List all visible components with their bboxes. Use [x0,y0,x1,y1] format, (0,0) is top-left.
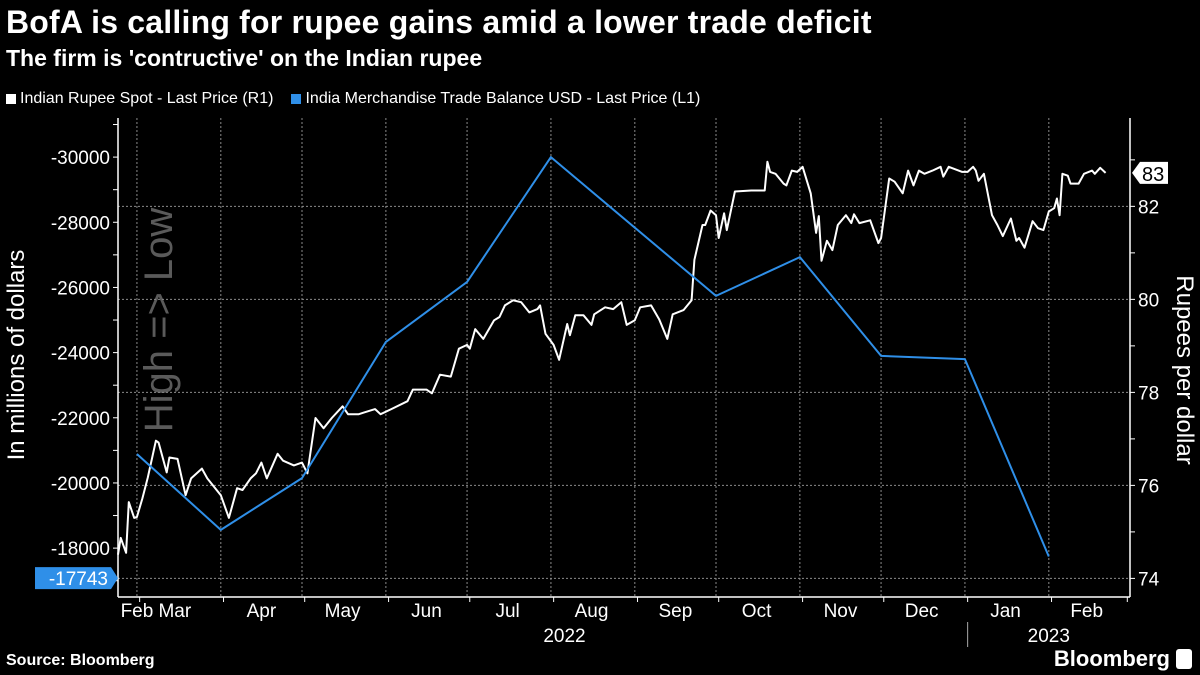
x-month-label: Mar [158,601,191,622]
right-tick-label: 80 [1138,290,1159,311]
x-year-label: 2022 [543,626,585,647]
x-month-label: Feb [1070,601,1103,622]
legend-swatch-rupee [6,94,16,104]
right-tick-label: 78 [1138,383,1159,404]
bloomberg-logo: Bloomberg [1054,646,1192,672]
left-tick-label: -30000 [51,148,110,169]
legend-label-trade: India Merchandise Trade Balance USD - La… [305,90,701,107]
x-month-label: Nov [824,601,858,622]
x-year-label: 2023 [1028,626,1070,647]
legend-item-rupee: Indian Rupee Spot - Last Price (R1) [6,90,273,108]
source-note: Source: Bloomberg [6,652,155,669]
chart-title: BofA is calling for rupee gains amid a l… [6,4,872,40]
x-month-label: Jan [990,601,1021,622]
x-month-label: May [325,601,361,622]
left-tick-label: -24000 [51,344,110,365]
rupee-last-value: 83 [1142,164,1164,186]
right-tick-label: 74 [1138,569,1160,590]
x-month-label: Aug [575,601,609,622]
left-tick-label: -28000 [51,213,110,234]
left-tick-label: -18000 [51,539,110,560]
right-tick-label: 76 [1138,476,1159,497]
trade-balance-line [136,156,1050,557]
x-month-label: Jul [495,601,519,622]
x-month-label: Sep [659,601,693,622]
legend-swatch-trade [291,94,302,104]
left-tick-label: -22000 [51,409,110,430]
left-tick-label: -20000 [51,474,110,495]
legend-item-trade: India Merchandise Trade Balance USD - La… [291,90,700,108]
rupee-last-value-flag [1132,161,1168,184]
x-month-label: Feb [121,601,154,622]
right-tick-label: 82 [1138,197,1159,218]
trade-last-value-flag [35,567,118,590]
x-month-label: Jun [411,601,442,622]
trade-last-value: -17743 [49,569,108,590]
right-axis-label: Rupees per dollar [1171,275,1198,464]
x-month-label: Apr [247,601,277,622]
legend-label-rupee: Indian Rupee Spot - Last Price (R1) [20,90,274,107]
x-month-label: Oct [742,601,772,622]
bloomberg-chat-icon [1176,649,1192,669]
logo-text: Bloomberg [1053,646,1170,671]
left-tick-label: -26000 [51,278,110,299]
left-axis-label: In millions of dollars [3,250,30,461]
legend: Indian Rupee Spot - Last Price (R1) Indi… [6,90,700,108]
chart-subtitle: The firm is 'contructive' on the Indian … [6,45,483,71]
watermark-high-low: High => Low [137,208,181,433]
x-month-label: Dec [905,601,939,622]
